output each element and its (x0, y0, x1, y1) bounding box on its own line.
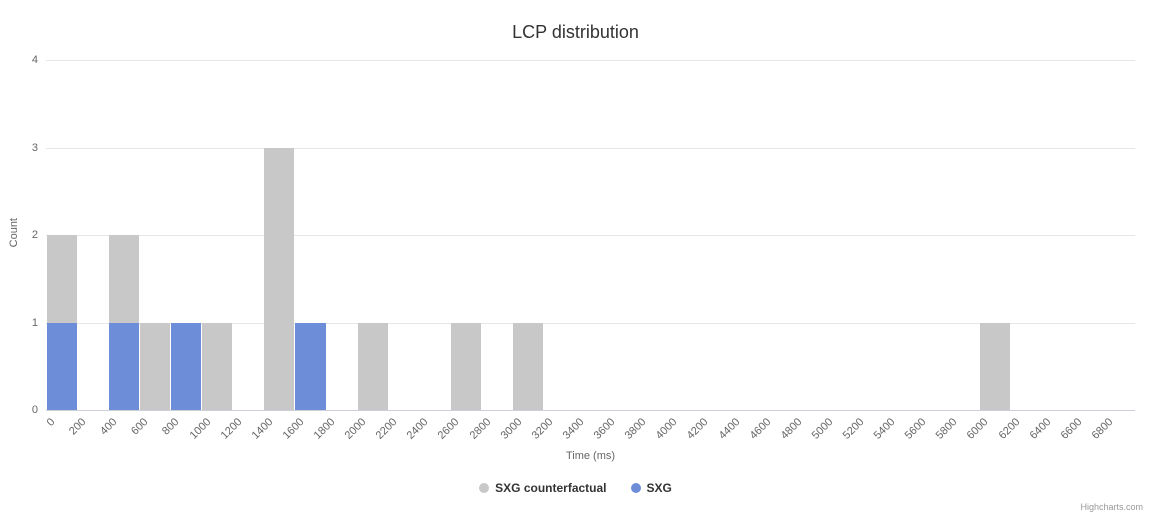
bar-sxg-counterfactual-2600ms[interactable] (450, 322, 482, 410)
legend-label: SXG (646, 481, 672, 495)
y-tick-label: 2 (31, 229, 38, 241)
legend: SXG counterfactual SXG (0, 481, 1151, 495)
gridline (46, 60, 1135, 61)
y-tick-label: 0 (31, 404, 38, 416)
bar-sxg-counterfactual-6000ms[interactable] (979, 322, 1011, 410)
legend-label: SXG counterfactual (495, 481, 607, 495)
legend-marker-icon (479, 483, 490, 493)
x-axis-line (46, 410, 1135, 411)
legend-item-sxg[interactable]: SXG (630, 481, 672, 495)
bar-sxg-counterfactual-1400ms[interactable] (264, 147, 295, 410)
highcharts-credit-link[interactable]: Highcharts.com (1080, 502, 1143, 512)
bar-sxg-counterfactual-1000ms[interactable] (202, 322, 233, 410)
legend-item-sxg-counterfactual[interactable]: SXG counterfactual (479, 481, 607, 495)
x-axis-title: Time (ms) (565, 450, 616, 462)
gridline (46, 322, 1135, 324)
chart-title: LCP distribution (512, 22, 639, 42)
y-tick-label: 3 (31, 141, 38, 154)
gridline (46, 147, 1135, 149)
bar-sxg-1600ms[interactable] (295, 322, 326, 410)
legend-marker-icon (630, 483, 641, 493)
bar-sxg-counterfactual-3000ms[interactable] (513, 322, 544, 410)
bar-sxg-counterfactual-600ms[interactable] (139, 322, 170, 410)
bar-sxg-400ms[interactable] (108, 322, 139, 410)
gridline (46, 235, 1135, 236)
bar-sxg-counterfactual-2000ms[interactable] (357, 322, 388, 410)
bar-sxg-0ms[interactable] (46, 322, 77, 410)
y-tick-label: 1 (31, 316, 38, 329)
bar-sxg-800ms[interactable] (170, 322, 202, 410)
y-tick-label: 4 (31, 54, 38, 66)
